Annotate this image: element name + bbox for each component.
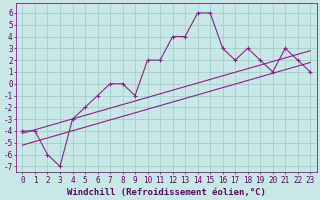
X-axis label: Windchill (Refroidissement éolien,°C): Windchill (Refroidissement éolien,°C): [67, 188, 266, 197]
